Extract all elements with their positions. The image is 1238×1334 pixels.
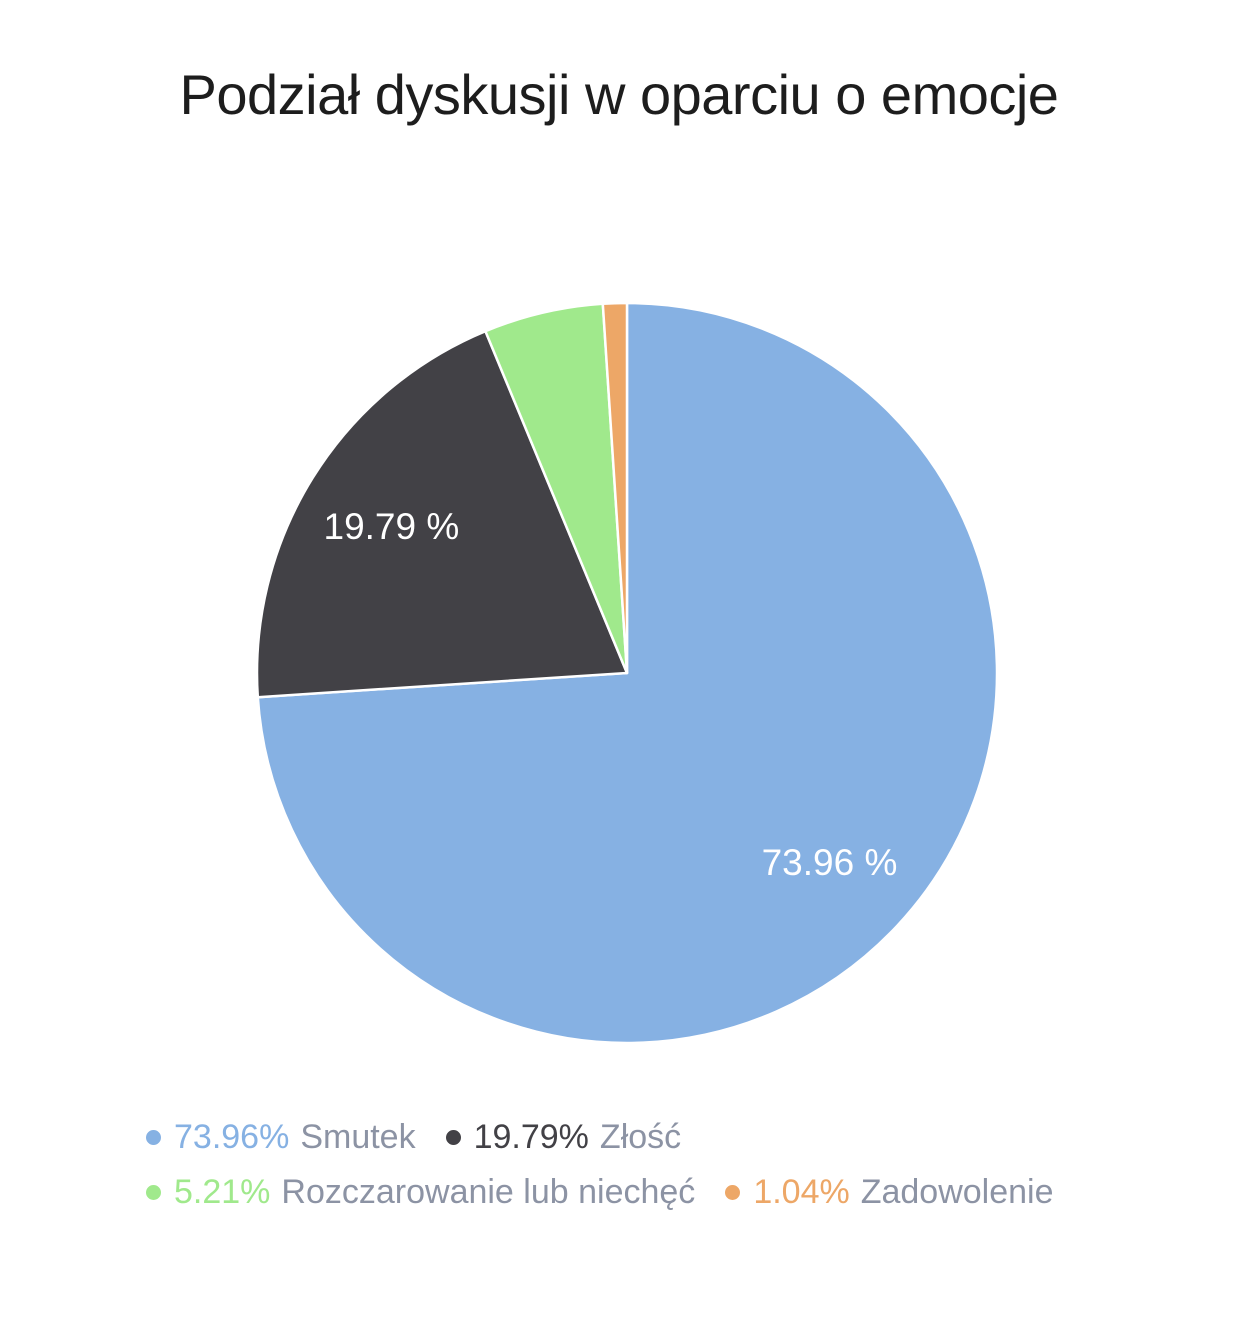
- legend-bullet-icon: [146, 1184, 161, 1200]
- legend-bullet-icon: [725, 1184, 741, 1200]
- chart-title: Podział dyskusji w oparciu o emocje: [179, 63, 1059, 126]
- legend-label: Rozczarowanie lub niechęć: [281, 1172, 696, 1211]
- legend-percent: 19.79%: [473, 1117, 589, 1156]
- legend-item-rozczarowanie[interactable]: 5.21% Rozczarowanie lub niechęć: [146, 1173, 695, 1212]
- legend-percent: 5.21%: [174, 1172, 271, 1211]
- legend-label: Złość: [599, 1117, 682, 1156]
- legend-row-1: 73.96% Smutek 19.79% Złość: [146, 1116, 1054, 1158]
- slice-label-zlosc: 19.79 %: [324, 506, 460, 547]
- legend-label: Zadowolenie: [860, 1172, 1054, 1211]
- legend-bullet-icon: [445, 1129, 461, 1145]
- legend-item-smutek[interactable]: 73.96% Smutek: [146, 1118, 416, 1157]
- legend-percent: 73.96%: [174, 1117, 290, 1156]
- legend-bullet-icon: [146, 1129, 161, 1145]
- legend-item-zlosc[interactable]: 19.79% Złość: [445, 1117, 682, 1157]
- pie-slice-zadowolenie[interactable]: [601, 301, 629, 675]
- legend: 73.96% Smutek 19.79% Złość 5.21% Rozczar…: [146, 1116, 1054, 1213]
- legend-percent: 1.04%: [753, 1172, 850, 1211]
- legend-item-zadowolenie[interactable]: 1.04% Zadowolenie: [725, 1172, 1054, 1212]
- pie-slice-zlosc[interactable]: [255, 329, 629, 699]
- legend-row-2: 5.21% Rozczarowanie lub niechęć 1.04% Za…: [146, 1171, 1054, 1213]
- legend-label: Smutek: [300, 1117, 416, 1156]
- slice-label-smutek: 73.96 %: [762, 842, 898, 883]
